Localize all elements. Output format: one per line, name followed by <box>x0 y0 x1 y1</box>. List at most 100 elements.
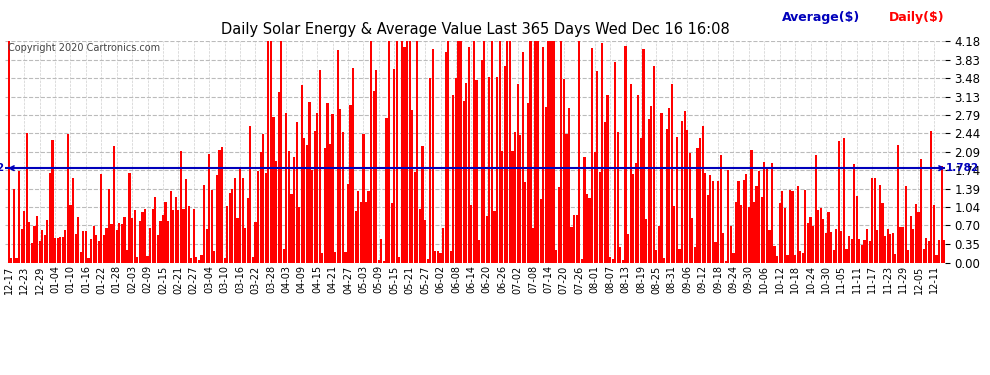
Bar <box>699 138 701 262</box>
Bar <box>8 41 10 262</box>
Bar <box>735 202 738 262</box>
Bar <box>496 77 498 262</box>
Bar <box>747 207 750 262</box>
Bar <box>557 187 559 262</box>
Bar <box>296 122 298 262</box>
Bar <box>167 221 169 262</box>
Bar <box>249 126 251 262</box>
Bar <box>319 70 321 262</box>
Bar <box>59 237 61 262</box>
Bar <box>892 233 894 262</box>
Bar <box>10 258 13 262</box>
Bar <box>221 147 223 262</box>
Bar <box>647 119 649 262</box>
Bar <box>340 109 342 262</box>
Bar <box>614 62 617 262</box>
Bar <box>385 118 388 262</box>
Bar <box>388 41 390 262</box>
Bar <box>346 183 349 262</box>
Bar <box>144 209 147 262</box>
Bar <box>555 250 557 262</box>
Bar <box>449 251 451 262</box>
Bar <box>681 121 683 262</box>
Bar <box>573 215 575 262</box>
Bar <box>452 96 454 262</box>
Bar <box>308 102 311 262</box>
Text: 1.782: 1.782 <box>945 163 978 173</box>
Bar <box>345 252 346 262</box>
Bar <box>514 132 516 262</box>
Bar <box>298 207 300 262</box>
Bar <box>794 255 796 262</box>
Bar <box>660 113 662 262</box>
Bar <box>213 251 216 262</box>
Bar <box>617 132 619 262</box>
Bar <box>324 148 326 262</box>
Bar <box>850 238 852 262</box>
Bar <box>817 210 820 262</box>
Bar <box>830 232 833 262</box>
Bar <box>85 231 87 262</box>
Bar <box>169 191 172 262</box>
Bar <box>689 153 691 262</box>
Bar <box>691 217 693 262</box>
Bar <box>620 248 622 262</box>
Bar <box>931 131 933 262</box>
Bar <box>776 256 778 262</box>
Bar <box>190 258 192 262</box>
Bar <box>113 146 115 262</box>
Bar <box>129 173 131 262</box>
Bar <box>314 130 316 262</box>
Bar <box>784 209 786 262</box>
Bar <box>159 221 161 262</box>
Bar <box>730 226 732 262</box>
Bar <box>203 185 205 262</box>
Bar <box>108 189 110 262</box>
Bar <box>938 240 940 262</box>
Bar <box>357 191 359 262</box>
Bar <box>549 41 552 262</box>
Bar <box>306 146 308 262</box>
Bar <box>95 235 97 262</box>
Bar <box>828 211 830 262</box>
Bar <box>254 222 256 262</box>
Bar <box>486 216 488 262</box>
Text: Average($): Average($) <box>782 11 860 24</box>
Bar <box>488 77 490 262</box>
Bar <box>506 41 509 262</box>
Bar <box>437 251 439 262</box>
Bar <box>29 222 31 262</box>
Bar <box>337 50 339 262</box>
Bar <box>454 78 457 262</box>
Bar <box>18 171 20 262</box>
Bar <box>879 185 881 262</box>
Bar <box>547 41 549 262</box>
Text: 1.782: 1.782 <box>0 163 5 173</box>
Bar <box>26 133 28 262</box>
Bar <box>799 251 801 262</box>
Bar <box>912 229 915 262</box>
Bar <box>31 243 33 262</box>
Text: Copyright 2020 Cartronics.com: Copyright 2020 Cartronics.com <box>8 43 160 53</box>
Bar <box>16 258 18 262</box>
Bar <box>262 134 264 262</box>
Bar <box>151 209 153 262</box>
Bar <box>224 258 226 262</box>
Bar <box>462 101 464 262</box>
Bar <box>470 205 472 262</box>
Bar <box>354 211 356 262</box>
Bar <box>527 103 529 262</box>
Bar <box>841 231 842 262</box>
Bar <box>588 198 591 262</box>
Bar <box>543 46 545 262</box>
Bar <box>90 239 92 262</box>
Bar <box>504 66 506 262</box>
Bar <box>522 52 524 262</box>
Bar <box>657 226 660 262</box>
Title: Daily Solar Energy & Average Value Last 365 Days Wed Dec 16 16:08: Daily Solar Energy & Average Value Last … <box>221 22 730 37</box>
Bar <box>66 134 69 262</box>
Bar <box>429 78 432 262</box>
Bar <box>625 46 627 262</box>
Bar <box>272 117 274 262</box>
Bar <box>899 227 902 262</box>
